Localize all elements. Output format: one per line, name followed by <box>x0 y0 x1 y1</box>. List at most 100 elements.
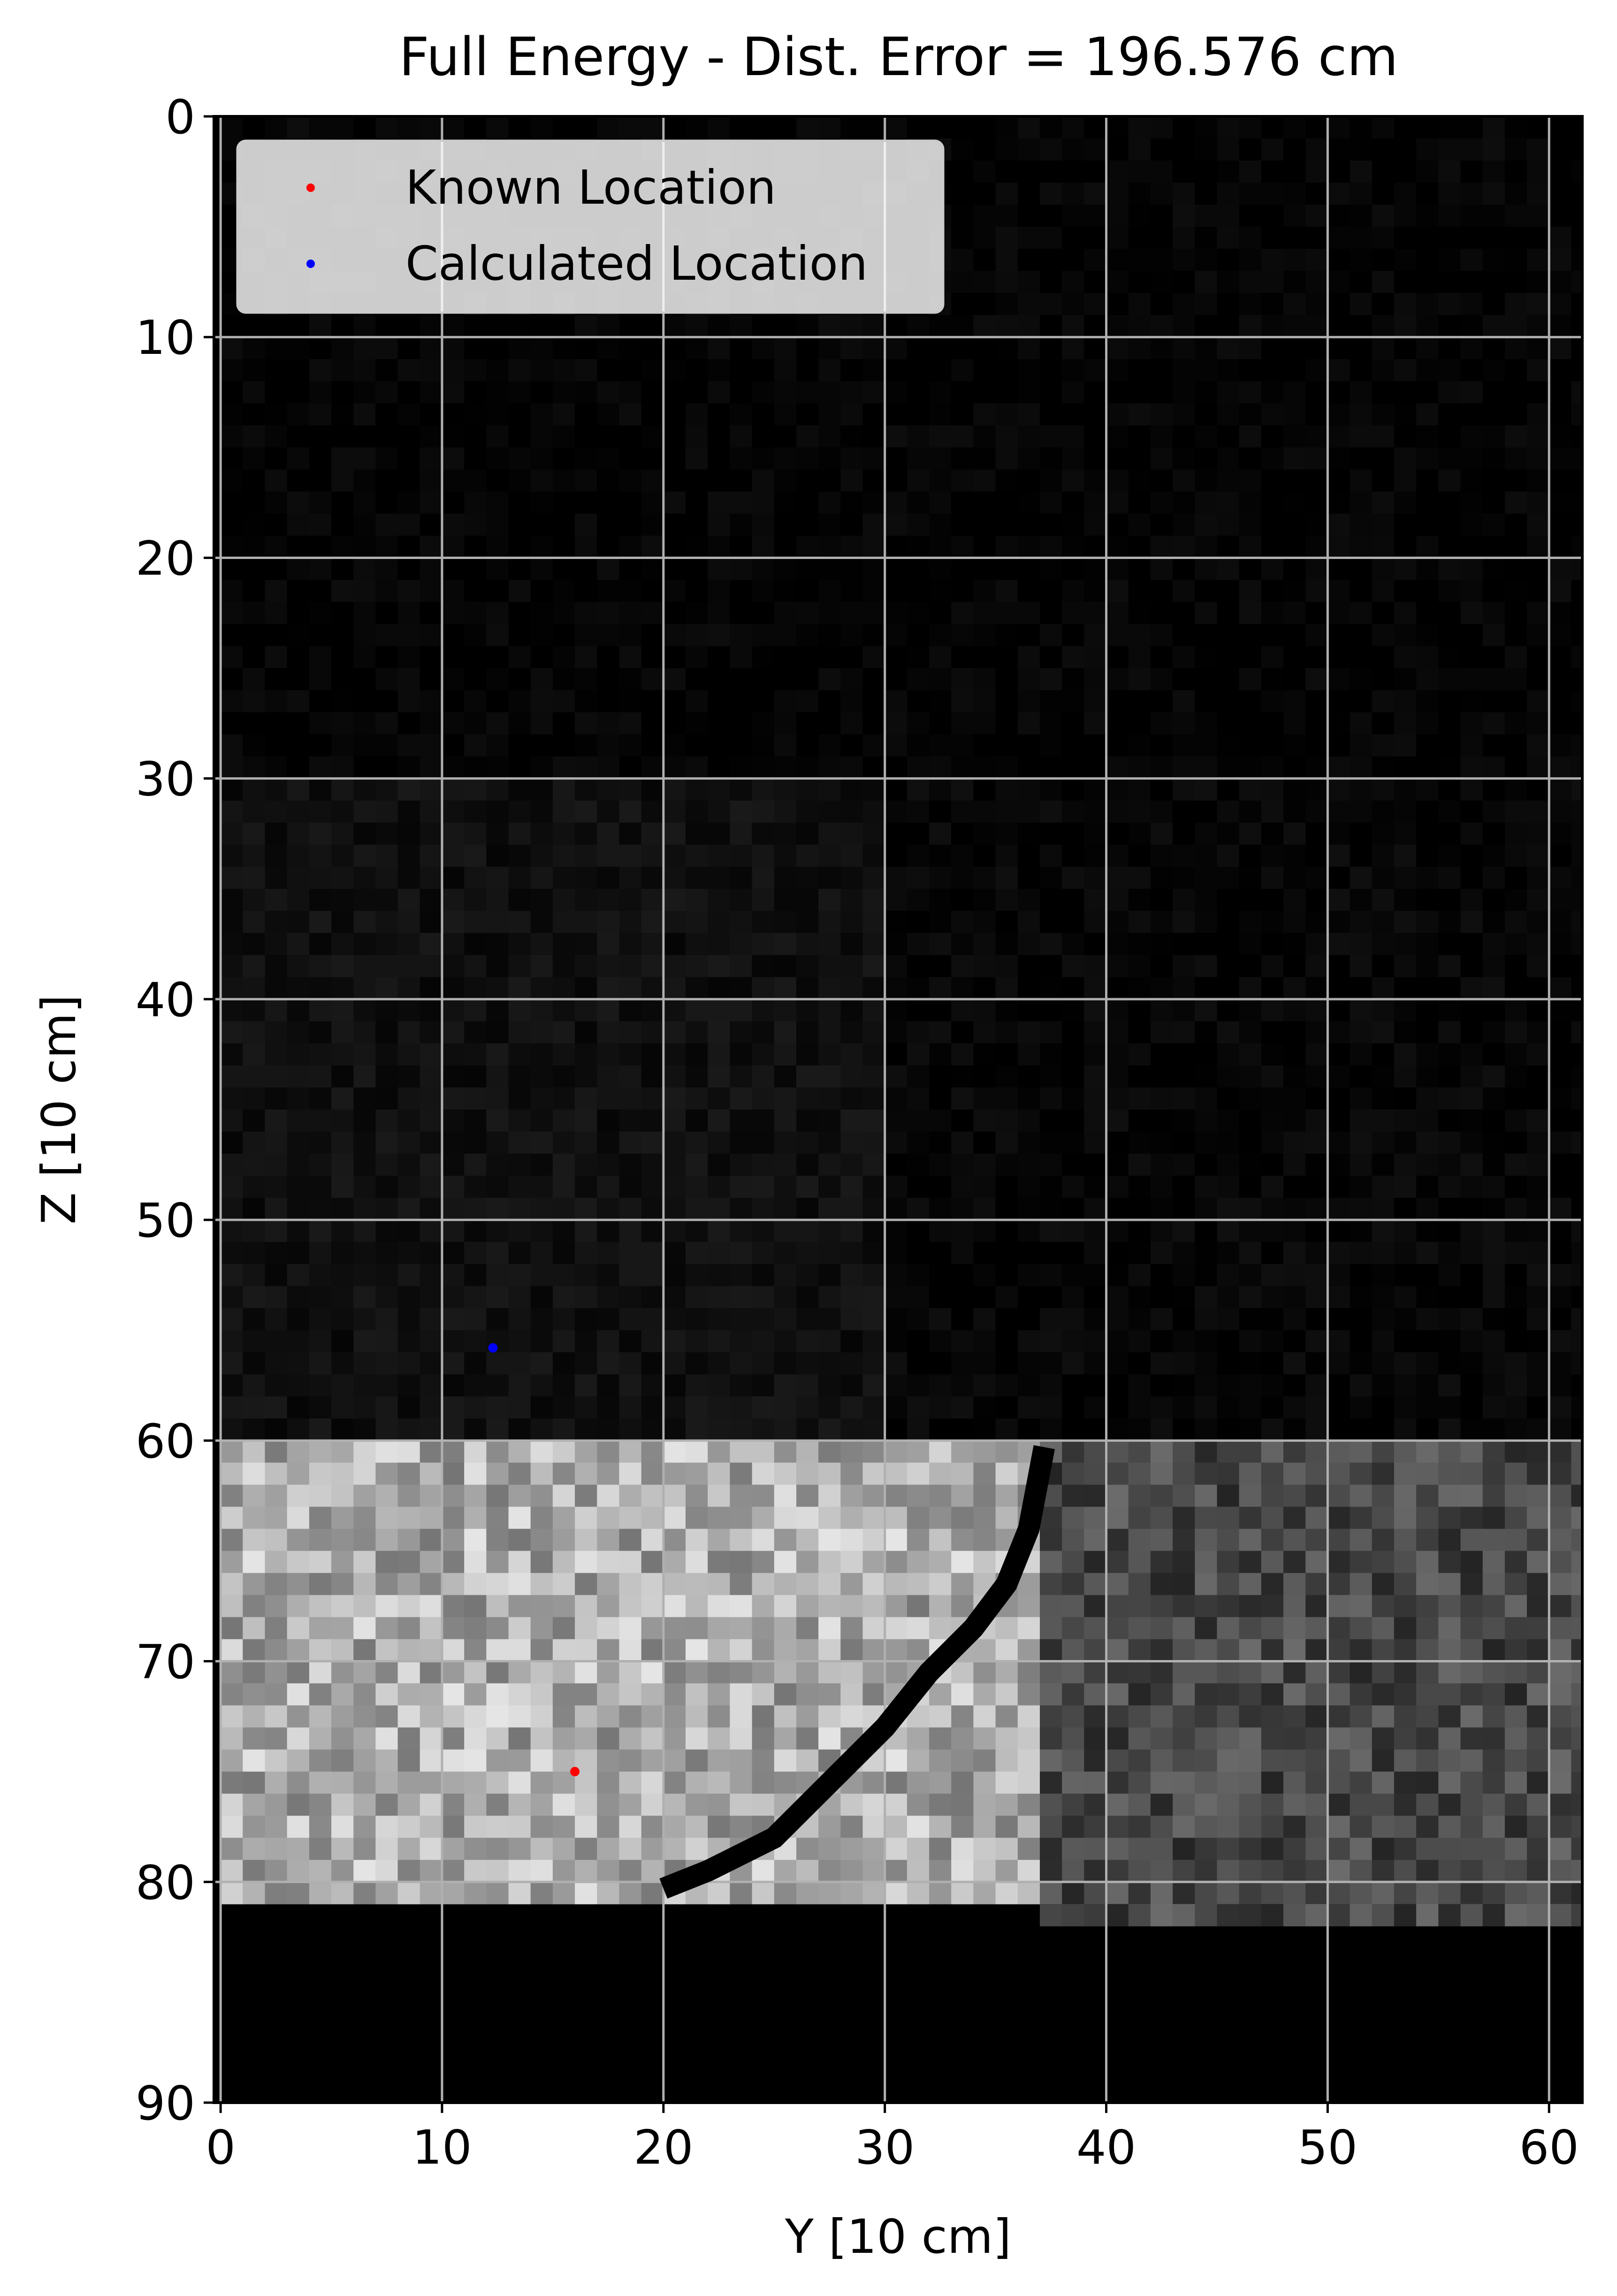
heatmap-cell <box>951 1176 974 1198</box>
heatmap-cell <box>331 1220 354 1242</box>
heatmap-cell <box>796 933 819 956</box>
heatmap-cell <box>353 359 376 382</box>
heatmap-cell <box>1239 844 1262 867</box>
heatmap-cell <box>552 1198 575 1220</box>
heatmap-cell <box>840 1374 863 1397</box>
heatmap-cell <box>641 1043 664 1066</box>
heatmap-cell <box>1106 138 1129 161</box>
heatmap-cell <box>1150 756 1173 779</box>
heatmap-cell <box>486 1110 509 1132</box>
heatmap-cell <box>1482 1154 1505 1176</box>
heatmap-cell <box>663 513 686 536</box>
heatmap-cell <box>486 1021 509 1044</box>
heatmap-cell <box>1305 469 1328 492</box>
heatmap-cell <box>221 888 243 911</box>
heatmap-cell <box>929 1837 952 1860</box>
heatmap-cell <box>1549 1330 1571 1353</box>
heatmap-cell <box>1283 580 1306 603</box>
heatmap-cell <box>508 1220 531 1242</box>
heatmap-cell <box>309 911 332 934</box>
heatmap-cell <box>1416 183 1439 205</box>
heatmap-cell <box>1350 1771 1373 1794</box>
heatmap-cell <box>1504 1462 1527 1485</box>
heatmap-cell <box>221 1065 243 1088</box>
heatmap-cell <box>397 491 420 514</box>
heatmap-cell <box>907 646 930 669</box>
heatmap-cell <box>1549 491 1571 514</box>
heatmap-cell <box>486 1661 509 1684</box>
heatmap-cell <box>840 624 863 647</box>
heatmap-cell <box>663 800 686 823</box>
heatmap-cell <box>1283 1462 1306 1485</box>
heatmap-cell <box>375 778 398 801</box>
heatmap-cell <box>1283 183 1306 205</box>
heatmap-cell <box>530 1198 553 1220</box>
heatmap-cell <box>1504 1617 1527 1640</box>
heatmap-cell <box>1128 359 1151 382</box>
heatmap-cell <box>708 513 730 536</box>
heatmap-cell <box>1173 116 1195 139</box>
heatmap-cell <box>287 1551 310 1573</box>
heatmap-cell <box>1106 778 1129 801</box>
heatmap-cell <box>686 999 708 1022</box>
heatmap-cell <box>619 866 642 889</box>
heatmap-cell <box>464 668 487 691</box>
heatmap-cell <box>619 315 642 337</box>
heatmap-cell <box>508 1595 531 1618</box>
heatmap-cell <box>1150 624 1173 647</box>
heatmap-cell <box>1217 1198 1240 1220</box>
heatmap-cell <box>530 955 553 978</box>
heatmap-cell <box>1150 161 1173 183</box>
heatmap-cell <box>1217 513 1240 536</box>
heatmap-cell <box>1106 1308 1129 1331</box>
heatmap-cell <box>1283 712 1306 735</box>
heatmap-cell <box>1460 800 1483 823</box>
heatmap-cell <box>375 1595 398 1618</box>
heatmap-cell <box>730 602 753 625</box>
heatmap-cell <box>663 1220 686 1242</box>
heatmap-cell <box>309 1043 332 1066</box>
heatmap-cell <box>1571 1110 1583 1132</box>
heatmap-cell <box>1327 580 1350 603</box>
heatmap-cell <box>1305 1507 1328 1529</box>
heatmap-cell <box>1350 1330 1373 1353</box>
heatmap-cell <box>1416 293 1439 315</box>
heatmap-cell <box>1305 161 1328 183</box>
heatmap-cell <box>1040 138 1062 161</box>
heatmap-cell <box>1460 1815 1483 1838</box>
heatmap-cell <box>420 1308 442 1331</box>
heatmap-cell <box>686 1529 708 1551</box>
heatmap-cell <box>641 800 664 823</box>
heatmap-cell <box>1549 734 1571 757</box>
heatmap-cell <box>265 1176 288 1198</box>
heatmap-cell <box>1416 513 1439 536</box>
heatmap-cell <box>818 778 841 801</box>
heatmap-cell <box>1504 558 1527 580</box>
heatmap-cell <box>1062 1308 1084 1331</box>
heatmap-cell <box>552 1396 575 1419</box>
heatmap-cell <box>862 403 885 426</box>
heatmap-cell <box>420 888 442 911</box>
heatmap-cell <box>885 425 908 448</box>
heatmap-cell <box>1217 1529 1240 1551</box>
heatmap-cell <box>973 513 996 536</box>
heatmap-cell <box>1239 756 1262 779</box>
heatmap-cell <box>708 536 730 558</box>
heatmap-cell <box>1571 249 1583 271</box>
heatmap-cell <box>862 1507 885 1529</box>
heatmap-cell <box>663 778 686 801</box>
heatmap-cell <box>1350 425 1373 448</box>
heatmap-cell <box>1150 1220 1173 1242</box>
heatmap-cell <box>530 822 553 845</box>
heatmap-cell <box>885 359 908 382</box>
heatmap-cell <box>1438 1286 1461 1309</box>
heatmap-cell <box>1217 999 1240 1022</box>
heatmap-cell <box>796 690 819 713</box>
heatmap-cell <box>331 315 354 337</box>
heatmap-cell <box>1527 1286 1549 1309</box>
heatmap-cell <box>1527 624 1549 647</box>
heatmap-cell <box>1350 580 1373 603</box>
heatmap-cell <box>1017 138 1040 161</box>
heatmap-cell <box>929 933 952 956</box>
heatmap-cell <box>1482 1021 1505 1044</box>
